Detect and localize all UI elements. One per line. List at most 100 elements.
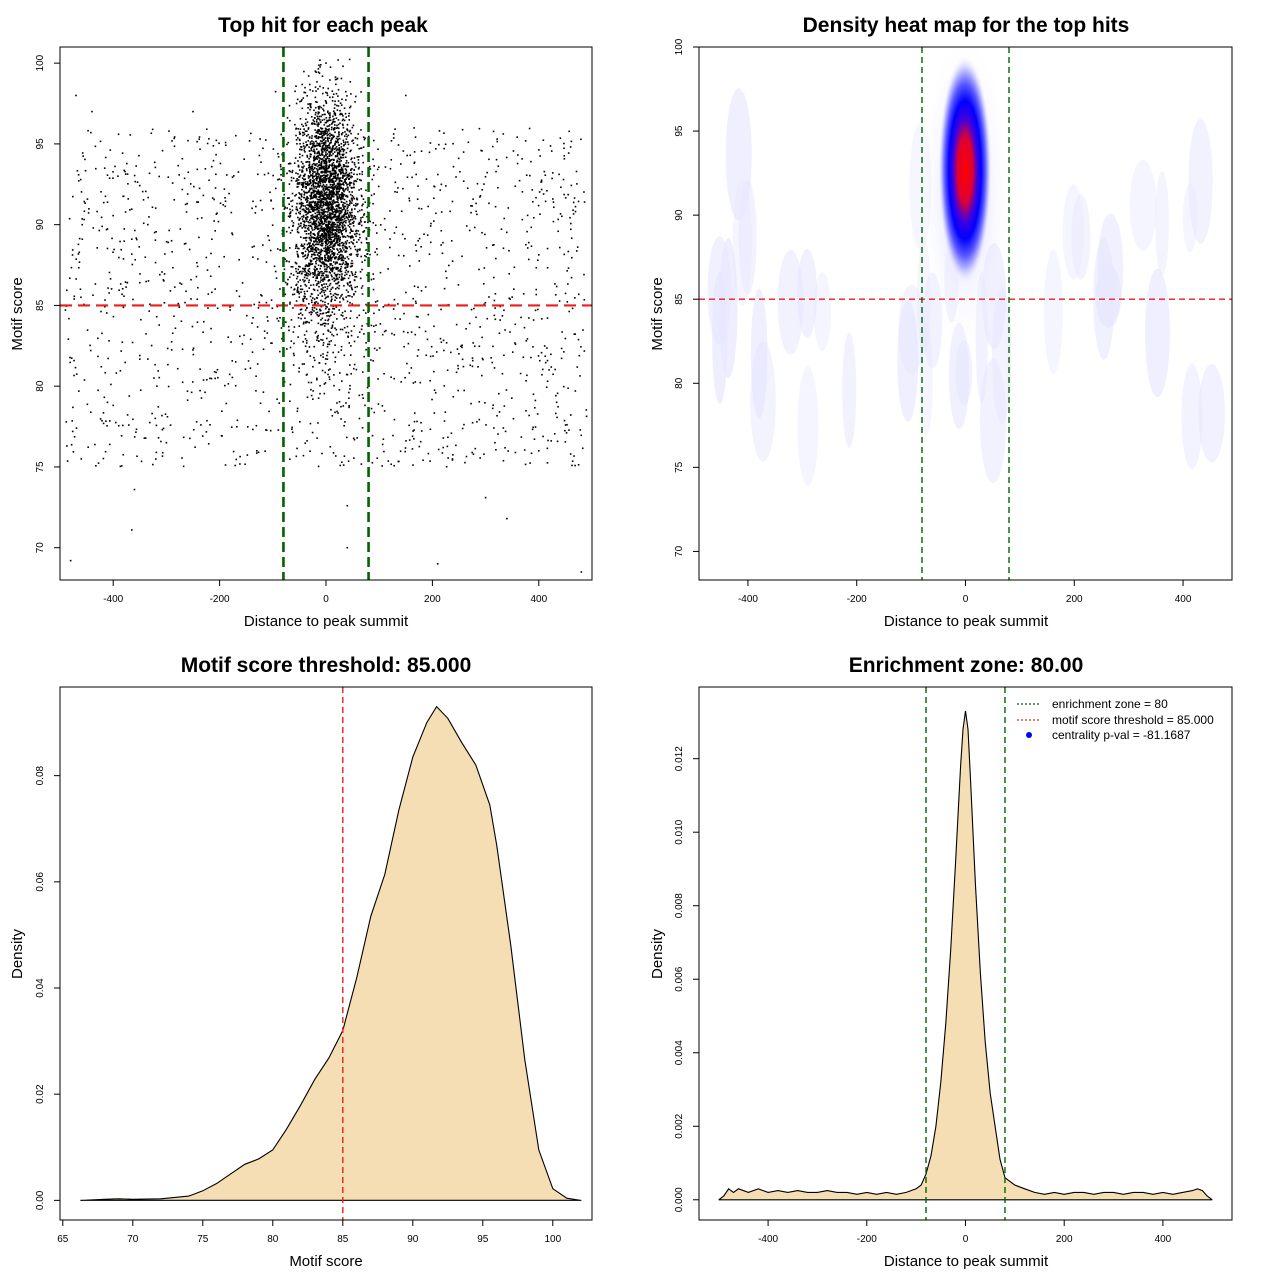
scatter-point bbox=[440, 244, 442, 246]
scatter-point bbox=[337, 100, 340, 102]
scatter-point bbox=[74, 366, 77, 369]
scatter-point bbox=[342, 153, 345, 156]
scatter-point bbox=[314, 332, 317, 334]
scatter-point bbox=[329, 263, 331, 265]
scatter-point bbox=[314, 158, 317, 161]
scatter-point bbox=[296, 410, 299, 413]
scatter-point bbox=[337, 157, 340, 160]
scatter-point bbox=[134, 229, 136, 232]
scatter-point bbox=[305, 230, 308, 232]
scatter-point bbox=[325, 236, 328, 238]
scatter-point bbox=[295, 212, 297, 215]
scatter-point bbox=[86, 329, 89, 331]
scatter-point bbox=[167, 241, 170, 244]
scatter-point bbox=[339, 149, 342, 152]
scatter-point bbox=[118, 289, 120, 291]
scatter-point bbox=[302, 202, 304, 205]
scatter-point bbox=[316, 208, 318, 211]
scatter-point bbox=[164, 413, 167, 416]
scatter-point bbox=[307, 211, 310, 214]
scatter-point bbox=[324, 175, 327, 177]
scatter-point bbox=[218, 142, 220, 145]
scatter-point bbox=[307, 227, 310, 229]
scatter-point bbox=[330, 174, 333, 177]
scatter-point bbox=[339, 102, 342, 104]
scatter-point bbox=[304, 211, 307, 213]
scatter-point bbox=[336, 261, 338, 264]
scatter-point bbox=[573, 455, 575, 457]
scatter-point bbox=[320, 257, 322, 260]
scatter-point bbox=[321, 257, 323, 259]
scatter-point bbox=[345, 273, 348, 276]
scatter-point bbox=[312, 398, 314, 400]
scatter-point bbox=[315, 131, 318, 134]
scatter-point bbox=[212, 145, 215, 147]
scatter-point bbox=[89, 344, 91, 347]
scatter-point bbox=[345, 219, 347, 222]
scatter-point bbox=[337, 165, 340, 167]
scatter-point bbox=[86, 198, 89, 200]
scatter-point bbox=[307, 75, 310, 77]
scatter-point bbox=[331, 234, 333, 236]
scatter-point bbox=[302, 204, 305, 207]
scatter-point bbox=[329, 293, 332, 295]
scatter-point bbox=[262, 348, 265, 351]
scatter-point bbox=[440, 308, 442, 311]
scatter-point bbox=[319, 392, 321, 395]
scatter-point bbox=[224, 384, 226, 387]
scatter-point bbox=[321, 114, 324, 116]
scatter-point bbox=[320, 218, 322, 221]
x-tick-label: 75 bbox=[197, 1234, 209, 1245]
scatter-point bbox=[320, 130, 323, 133]
scatter-point bbox=[428, 151, 431, 154]
scatter-point bbox=[349, 212, 352, 215]
scatter-point bbox=[131, 341, 134, 344]
scatter-point bbox=[320, 106, 323, 109]
scatter-point bbox=[356, 173, 358, 176]
scatter-point bbox=[332, 228, 334, 230]
scatter-point bbox=[319, 230, 322, 232]
y-tick-label: 80 bbox=[674, 377, 685, 389]
scatter-point bbox=[351, 209, 353, 211]
scatter-point bbox=[308, 150, 311, 152]
scatter-point bbox=[319, 145, 322, 148]
scatter-point bbox=[344, 195, 347, 197]
scatter-point bbox=[342, 247, 344, 249]
scatter-point bbox=[317, 112, 320, 115]
scatter-point bbox=[315, 301, 318, 303]
scatter-point bbox=[546, 359, 549, 362]
scatter-point bbox=[340, 295, 342, 297]
scatter-point bbox=[315, 195, 317, 197]
scatter-point bbox=[256, 326, 259, 328]
scatter-point bbox=[157, 437, 160, 439]
scatter-point bbox=[300, 291, 302, 293]
scatter-point bbox=[325, 100, 327, 103]
scatter-point bbox=[346, 95, 348, 97]
scatter-point bbox=[323, 247, 325, 250]
scatter-point bbox=[317, 248, 319, 250]
scatter-point bbox=[239, 455, 241, 458]
scatter-point bbox=[246, 454, 249, 456]
scatter-point bbox=[308, 346, 311, 348]
scatter-point bbox=[367, 135, 370, 138]
scatter-point bbox=[329, 116, 331, 119]
scatter-point bbox=[345, 116, 348, 118]
scatter-point bbox=[322, 289, 325, 292]
scatter-point bbox=[384, 228, 386, 231]
scatter-point bbox=[321, 317, 324, 320]
scatter-point bbox=[345, 133, 347, 136]
scatter-point bbox=[493, 314, 496, 317]
scatter-point bbox=[358, 249, 361, 251]
scatter-point bbox=[583, 191, 585, 193]
scatter-point bbox=[319, 143, 321, 146]
scatter-point bbox=[207, 307, 209, 309]
y-tick-label: 0.06 bbox=[35, 872, 46, 892]
scatter-point bbox=[362, 214, 365, 216]
scatter-point bbox=[430, 345, 433, 348]
scatter-point bbox=[344, 112, 347, 115]
scatter-point bbox=[351, 126, 354, 129]
scatter-point bbox=[537, 204, 540, 207]
scatter-point bbox=[191, 381, 194, 383]
scatter-point bbox=[314, 129, 316, 131]
scatter-point bbox=[319, 203, 322, 206]
